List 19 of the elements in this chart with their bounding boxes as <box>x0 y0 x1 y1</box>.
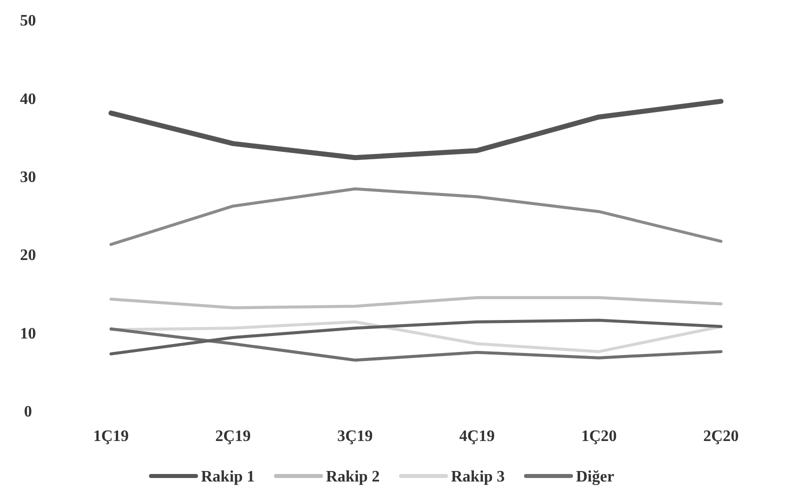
y-tick-label: 20 <box>20 247 36 264</box>
x-tick-label: 2Ç19 <box>215 428 251 445</box>
x-tick-label: 1Ç20 <box>581 428 617 445</box>
legend-label: Rakip 2 <box>326 468 380 486</box>
y-tick-label: 10 <box>20 325 36 342</box>
x-tick-label: 4Ç19 <box>459 428 495 445</box>
legend-label: Rakip 1 <box>201 468 255 486</box>
line-series <box>110 327 722 362</box>
y-tick-label: 30 <box>20 169 36 186</box>
y-tick-label: 50 <box>20 12 36 30</box>
y-tick-label: 40 <box>20 90 36 108</box>
legend-label: Rakip 3 <box>451 468 505 486</box>
line-series <box>110 187 722 246</box>
x-tick-label: 1Ç19 <box>93 428 129 445</box>
x-tick-label: 3Ç19 <box>337 428 373 445</box>
legend-label: Diğer <box>576 468 614 486</box>
line-series <box>110 296 722 310</box>
y-tick-label: 0 <box>24 404 32 421</box>
x-tick-label: 2Ç20 <box>703 428 739 445</box>
